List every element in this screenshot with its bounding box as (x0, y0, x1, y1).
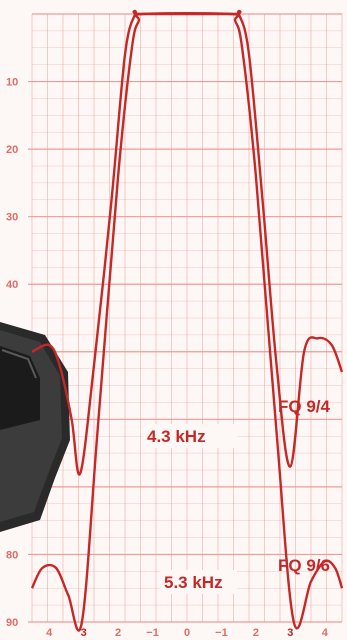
y-tick-label: 90 (6, 617, 18, 629)
x-tick-label: 2 (253, 627, 259, 639)
label-5-3-khz: 5.3 kHz (164, 573, 223, 592)
x-tick-label: 3 (287, 627, 293, 639)
x-tick-label: −1 (146, 627, 159, 639)
label-fq-9-4: FQ 9/4 (278, 397, 331, 416)
label-4-3-khz: 4.3 kHz (147, 427, 206, 446)
y-tick-label: 40 (6, 279, 18, 291)
series-line-fq-9-6 (30, 11, 344, 632)
label-5-3-khz-bg (160, 570, 237, 594)
device-photo (0, 322, 70, 532)
y-tick-label: 30 (6, 212, 18, 224)
label-fq-9-6: FQ 9/6 (278, 556, 330, 575)
device-highlight (1, 349, 37, 379)
y-tick-label: 20 (6, 144, 18, 156)
y-tick-label: 80 (6, 549, 18, 561)
x-tick-label: 3 (81, 627, 87, 639)
label-4-3-khz-bg (143, 424, 238, 448)
x-tick-label: 2 (115, 627, 121, 639)
annotations: 4.3 kHz FQ 9/4 5.3 kHz FQ 9/6 (143, 397, 331, 594)
device-screen (0, 346, 40, 430)
x-tick-label: 4 (46, 627, 53, 639)
x-tick-label: 4 (322, 627, 329, 639)
x-tick-label: −1 (215, 627, 228, 639)
curves (30, 9, 344, 632)
grid (28, 13, 343, 623)
y-tick-label: 10 (6, 77, 18, 89)
x-tick-label: 0 (184, 627, 190, 639)
